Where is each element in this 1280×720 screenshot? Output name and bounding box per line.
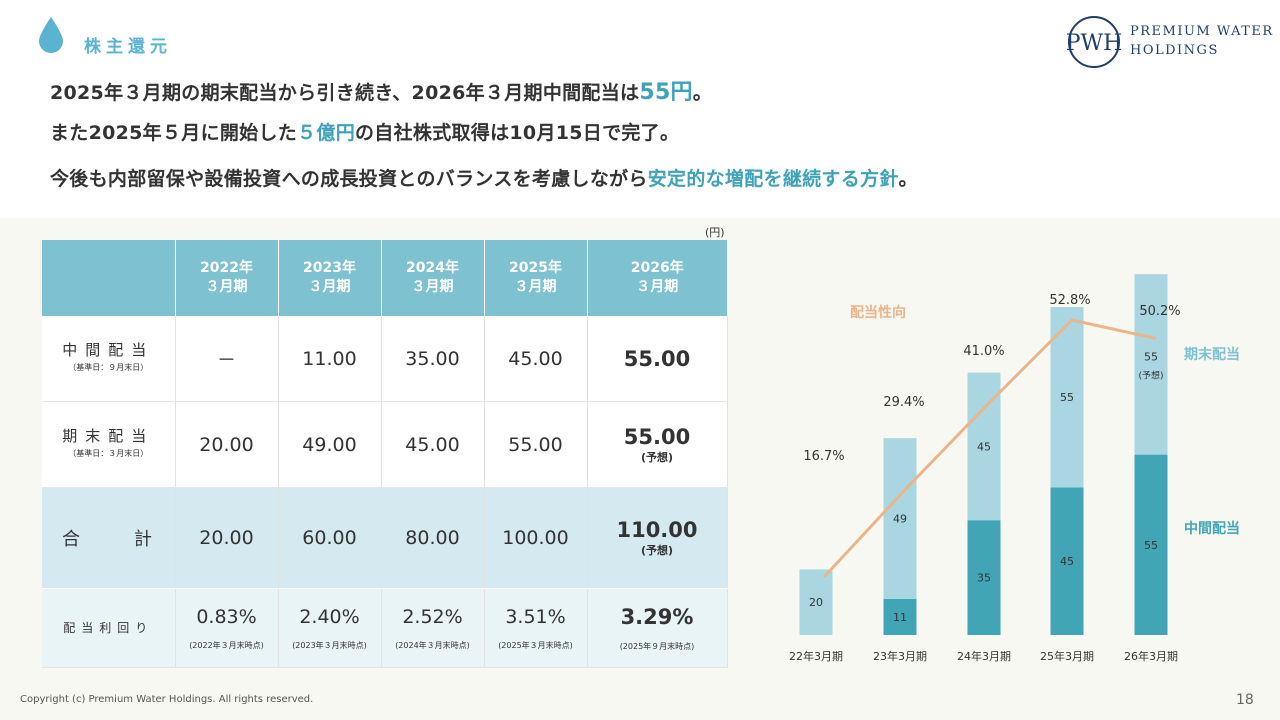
logo-wordmark: Premium Water Holdings <box>1130 24 1274 58</box>
header-2024: 2024年 ３月期 <box>381 240 485 316</box>
row-total: 合 計 20.00 60.00 80.00 100.00 110.00 (予想) <box>42 487 728 589</box>
bar-interim <box>967 520 1001 635</box>
table-cell: 2.40% (2023年３月末時点) <box>278 588 382 668</box>
x-tick-label: 25年3月期 <box>1040 649 1094 663</box>
legend-interim: 中間配当 <box>1184 520 1240 537</box>
logo-emblem: PWH <box>1066 16 1122 68</box>
x-tick-label: 23年3月期 <box>873 649 927 663</box>
dividend-chart: 20 22年3月期 11 49 23年3月期 35 45 24年3月期 45 55 25年3月期 55… <box>789 274 1240 663</box>
table-cell: 60.00 <box>278 487 382 589</box>
table-cell: 55.00 <box>587 316 728 402</box>
header-2026: 2026年 ３月期 <box>587 240 727 316</box>
x-tick-label: 24年3月期 <box>957 649 1011 663</box>
bar-label-yearend: 49 <box>893 513 907 526</box>
table-cell: 80.00 <box>381 487 485 589</box>
table-cell-forecast: 110.00 (予想) <box>587 487 728 589</box>
payout-ratio-label: 41.0% <box>963 344 1004 359</box>
bar-yearend <box>799 569 833 635</box>
x-tick-label: 26年3月期 <box>1124 649 1178 663</box>
row-label-interim: 中間配当 （基準日：９月末日） <box>42 316 176 402</box>
row-label-total: 合 計 <box>42 487 176 589</box>
table-cell: 0.83% (2022年３月末時点) <box>175 588 279 668</box>
water-drop-icon <box>39 17 63 53</box>
payout-ratio-label: 50.2% <box>1139 304 1180 319</box>
company-logo: PWH <box>1066 14 1256 70</box>
legend-payout: 配当性向 <box>850 304 906 321</box>
row-label-yearend: 期末配当 （基準日：３月末日） <box>42 401 176 488</box>
bar-interim <box>1134 454 1168 635</box>
bar-yearend <box>883 438 917 599</box>
bar-label-yearend: 55 <box>1144 350 1158 363</box>
bar-interim <box>1050 487 1084 635</box>
table-cell: － <box>175 316 279 402</box>
headline-1: 2025年３月期の期末配当から引き続き、2026年３月期中間配当は55円。 <box>50 80 713 105</box>
x-tick-label: 22年3月期 <box>789 649 843 663</box>
table-cell: 2.52% (2024年３月末時点) <box>381 588 485 668</box>
table-cell-forecast: 55.00 (予想) <box>587 401 728 488</box>
bar-label-yearend: 20 <box>809 596 823 609</box>
svg-text:PWH: PWH <box>1066 31 1122 56</box>
header-2025: 2025年 ３月期 <box>484 240 588 316</box>
header-panel <box>0 0 1280 218</box>
table-cell: 45.00 <box>484 316 588 402</box>
table-header-row: 2022年 ３月期 2023年 ３月期 2024年 ３月期 2025年 ３月期 2026… <box>42 240 727 316</box>
bar-label-yearend: 55 <box>1060 391 1074 404</box>
row-interim: 中間配当 （基準日：９月末日） － 11.00 35.00 45.00 55.00 <box>42 316 728 402</box>
table-cell: 49.00 <box>278 401 382 488</box>
header-2022: 2022年 ３月期 <box>175 240 279 316</box>
bar-label-interim: 55 <box>1144 539 1158 552</box>
payout-ratio-label: 29.4% <box>883 395 924 410</box>
unit-label: (円) <box>705 226 725 239</box>
bar-label-forecast: (予想) <box>1138 369 1163 381</box>
header-2023: 2023年 ３月期 <box>278 240 382 316</box>
page-number: 18 <box>1236 692 1254 708</box>
bar-yearend <box>1134 274 1168 455</box>
table-cell: 35.00 <box>381 316 485 402</box>
legend-yearend: 期末配当 <box>1184 346 1240 363</box>
table-cell: 20.00 <box>175 487 279 589</box>
bar-interim <box>883 598 917 635</box>
bar-label-interim: 35 <box>977 572 991 585</box>
table-cell: 3.51% (2025年３月末時点) <box>484 588 588 668</box>
table-cell: 55.00 <box>484 401 588 488</box>
bar-label-interim: 11 <box>893 611 907 624</box>
table-cell: 3.29% (2025年９月末時点) <box>587 588 728 668</box>
headline-3: 今後も内部留保や設備投資への成長投資とのバランスを考慮しながら安定的な増配を継続… <box>50 168 918 190</box>
headline-2: また2025年５月に開始した５億円の自社株式取得は10月15日で完了。 <box>50 122 680 144</box>
bar-label-interim: 45 <box>1060 555 1074 568</box>
row-yearend: 期末配当 （基準日：３月末日） 20.00 49.00 45.00 55.00 5… <box>42 401 728 488</box>
dividend-table: 2022年 ３月期 2023年 ３月期 2024年 ３月期 2025年 ３月期 2026… <box>42 240 728 668</box>
table-cell: 45.00 <box>381 401 485 488</box>
copyright: Copyright (c) Premium Water Holdings. Al… <box>20 694 314 705</box>
table-corner <box>42 240 176 316</box>
payout-ratio-line <box>822 318 1157 579</box>
payout-ratio-label: 16.7% <box>803 449 844 464</box>
bar-label-yearend: 45 <box>977 440 991 453</box>
payout-ratio-label: 52.8% <box>1049 293 1090 308</box>
table-cell: 100.00 <box>484 487 588 589</box>
section-title: 株主還元 <box>84 37 172 57</box>
table-cell: 20.00 <box>175 401 279 488</box>
row-label-yield: 配当利回り <box>42 588 176 668</box>
row-yield: 配当利回り 0.83% (2022年３月末時点) 2.40% (2023年３月末時点… <box>42 588 728 668</box>
table-cell: 11.00 <box>278 316 382 402</box>
